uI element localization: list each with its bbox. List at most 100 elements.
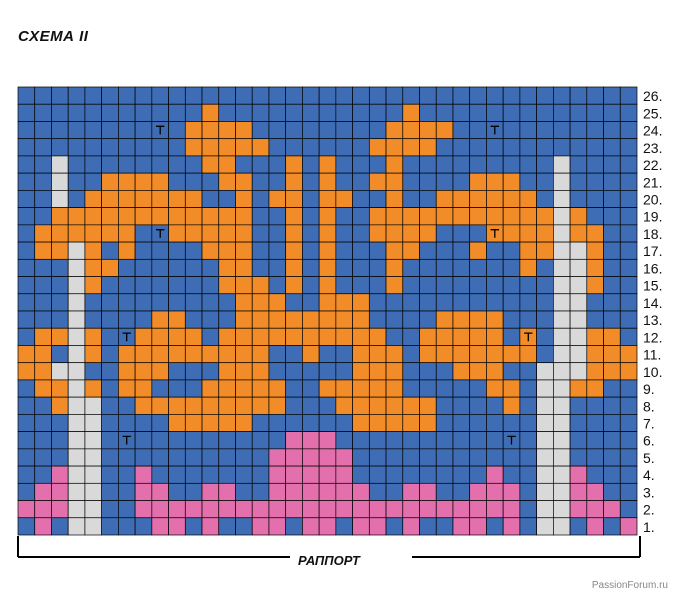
slip-stitch-marks (122, 125, 533, 445)
chart-cell (586, 327, 604, 346)
chart-cell (536, 431, 554, 450)
chart-cell (84, 448, 102, 467)
chart-cell (318, 482, 337, 501)
chart-cell (151, 155, 169, 174)
chart-cell (469, 207, 487, 226)
row-label: 1. (643, 519, 655, 535)
chart-cell (586, 86, 604, 105)
chart-cell (51, 172, 69, 191)
chart-cell (318, 517, 337, 536)
chart-cell (352, 431, 370, 450)
chart-cell (268, 379, 287, 398)
chart-cell (268, 103, 287, 122)
chart-cell (519, 362, 537, 381)
chart-cell (502, 103, 521, 122)
chart-cell (352, 258, 370, 277)
chart-cell (452, 276, 471, 295)
chart-cell (84, 86, 102, 105)
chart-cell (101, 310, 119, 329)
chart-cell (603, 482, 621, 501)
chart-cell (502, 207, 521, 226)
row-label: 26. (643, 88, 662, 104)
chart-cell (435, 327, 454, 346)
chart-cell (435, 345, 454, 364)
chart-cell (603, 293, 621, 312)
chart-cell (118, 448, 136, 467)
chart-cell (101, 207, 119, 226)
chart-cell (569, 224, 588, 243)
chart-cell (84, 500, 102, 519)
chart-cell (134, 448, 153, 467)
chart-cell (586, 431, 604, 450)
chart-cell (84, 345, 102, 364)
chart-cell (486, 414, 504, 432)
chart-cell (318, 190, 337, 208)
chart-cell (619, 258, 638, 277)
chart-cell (268, 276, 287, 295)
chart-cell (318, 258, 337, 277)
chart-cell (569, 379, 588, 398)
chart-cell (536, 172, 554, 191)
chart-cell (118, 190, 136, 208)
chart-cell (67, 276, 86, 295)
chart-cell (235, 517, 253, 536)
chart-cell (285, 482, 303, 501)
chart-cell (151, 431, 169, 450)
chart-cell (118, 138, 136, 157)
chart-cell (118, 362, 136, 381)
chart-cell (17, 327, 36, 346)
chart-cell (368, 500, 387, 519)
chart-cell (51, 448, 69, 467)
chart-cell (235, 396, 253, 415)
chart-cell (151, 448, 169, 467)
chart-cell (586, 155, 604, 174)
rapport-bracket (17, 536, 641, 558)
chart-cell (385, 86, 404, 105)
chart-cell (134, 276, 153, 295)
chart-cell (184, 310, 203, 329)
chart-cell (619, 465, 638, 484)
chart-cell (17, 500, 36, 519)
chart-cell (318, 414, 337, 432)
chart-cell (201, 345, 220, 364)
chart-cell (435, 190, 454, 208)
chart-cell (285, 517, 303, 536)
chart-cell (368, 241, 387, 260)
chart-cell (67, 86, 86, 105)
chart-cell (318, 327, 337, 346)
chart-cell (352, 310, 370, 329)
chart-cell (101, 414, 119, 432)
chart-cell (134, 310, 153, 329)
chart-cell (335, 379, 353, 398)
chart-cell (352, 103, 370, 122)
chart-cell (302, 241, 320, 260)
chart-cell (318, 396, 337, 415)
chart-cell (118, 379, 136, 398)
chart-cell (84, 465, 102, 484)
chart-cell (385, 448, 404, 467)
row-label: 11. (643, 347, 661, 363)
chart-cell (134, 86, 153, 105)
chart-cell (435, 431, 454, 450)
chart-cell (184, 172, 203, 191)
chart-cell (218, 345, 236, 364)
chart-cell (302, 414, 320, 432)
chart-cell (251, 327, 270, 346)
chart-cell (218, 138, 236, 157)
chart-cell (368, 293, 387, 312)
chart-cell (519, 207, 537, 226)
chart-cell (285, 224, 303, 243)
chart-cell (619, 190, 638, 208)
chart-cell (235, 190, 253, 208)
chart-cell (352, 190, 370, 208)
chart-cell (84, 482, 102, 501)
chart-cell (519, 345, 537, 364)
chart-cell (17, 310, 36, 329)
chart-cell (385, 121, 404, 140)
chart-cell (118, 396, 136, 415)
chart-cell (201, 465, 220, 484)
watermark: PassionForum.ru (591, 580, 668, 591)
chart-cell (536, 310, 554, 329)
chart-cell (536, 500, 554, 519)
chart-cell (335, 293, 353, 312)
